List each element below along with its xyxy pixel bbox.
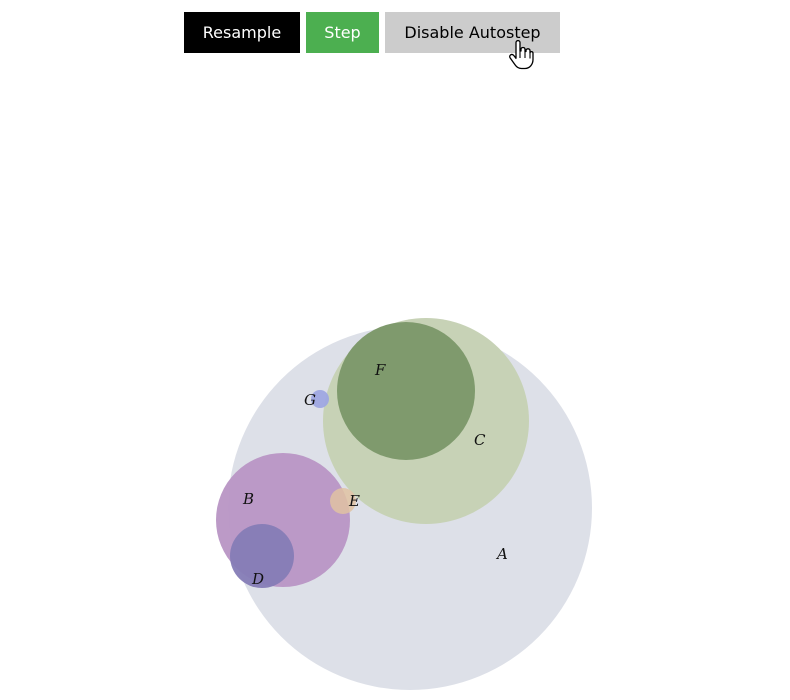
set-label-e: E [348,492,360,510]
set-circle-e[interactable] [330,488,356,514]
set-circle-g[interactable] [311,390,329,408]
set-label-f: F [374,361,386,379]
set-circle-d[interactable] [230,524,294,588]
disable-autostep-button[interactable]: Disable Autostep [385,12,560,53]
set-label-g: G [304,391,316,409]
step-button[interactable]: Step [306,12,379,53]
set-circle-f[interactable] [337,322,475,460]
set-label-d: D [251,570,264,588]
set-label-b: B [242,490,254,508]
resample-button[interactable]: Resample [184,12,300,53]
hand-pointer-icon [509,40,534,70]
set-label-a: A [495,545,508,563]
set-label-c: C [474,431,486,449]
